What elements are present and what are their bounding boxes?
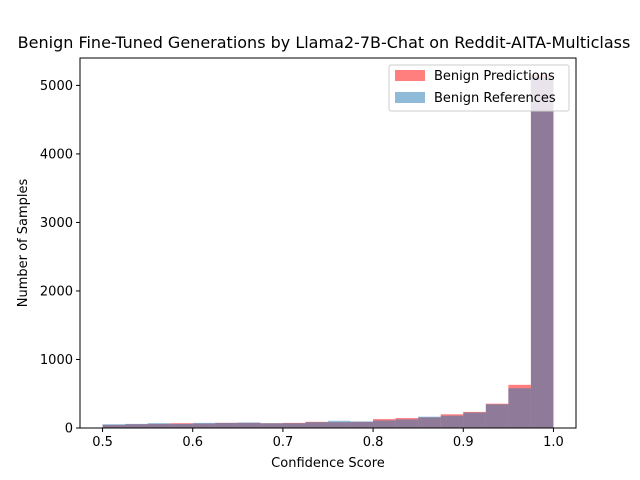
bar-references-18 — [508, 388, 531, 428]
bar-references-9 — [305, 422, 328, 428]
bar-references-14 — [418, 416, 441, 428]
bar-references-0 — [102, 424, 126, 428]
x-axis-label: Confidence Score — [271, 456, 385, 471]
y-tick-label: 4000 — [40, 147, 73, 162]
bar-references-6 — [237, 422, 261, 428]
chart-title: Benign Fine-Tuned Generations by Llama2-… — [18, 33, 631, 52]
bars-layer — [102, 75, 554, 428]
x-tick-label: 0.7 — [273, 435, 294, 450]
legend-label-references: Benign References — [434, 91, 556, 106]
y-axis-ticks: 0 1000 2000 3000 4000 5000 — [40, 79, 80, 437]
y-tick-label: 1000 — [40, 353, 73, 368]
x-tick-label: 0.8 — [363, 435, 384, 450]
x-axis-ticks: 0.5 0.6 0.7 0.8 0.9 1.0 — [92, 428, 564, 450]
legend: Benign Predictions Benign References — [388, 64, 570, 112]
bar-references-15 — [440, 415, 464, 428]
bar-references-2 — [147, 423, 171, 428]
legend-box — [388, 64, 570, 112]
plot-frame — [79, 57, 577, 429]
bar-references-12 — [373, 420, 396, 428]
y-tick-label: 3000 — [40, 216, 73, 231]
legend-swatch-predictions — [395, 70, 425, 81]
bar-references-17 — [485, 404, 509, 428]
bar-references-16 — [463, 412, 486, 428]
legend-swatch-references — [395, 92, 425, 103]
bar-references-13 — [395, 419, 419, 428]
bar-references-5 — [215, 422, 238, 428]
bar-references-11 — [350, 421, 374, 428]
y-tick-label: 5000 — [40, 79, 73, 94]
y-tick-label: 2000 — [40, 284, 73, 299]
y-tick-label: 0 — [65, 422, 73, 437]
bar-references-10 — [328, 420, 351, 428]
x-tick-label: 0.6 — [182, 435, 203, 450]
bar-references-3 — [170, 423, 193, 428]
bar-references-19 — [530, 76, 554, 428]
bar-references-8 — [282, 423, 306, 428]
x-tick-label: 0.9 — [453, 435, 474, 450]
bar-references-4 — [192, 422, 216, 428]
x-tick-label: 1.0 — [543, 435, 564, 450]
bar-references-1 — [125, 423, 148, 428]
x-tick-label: 0.5 — [92, 435, 113, 450]
bar-references-7 — [260, 423, 283, 428]
legend-label-predictions: Benign Predictions — [434, 69, 555, 84]
y-axis-label: Number of Samples — [16, 179, 31, 308]
